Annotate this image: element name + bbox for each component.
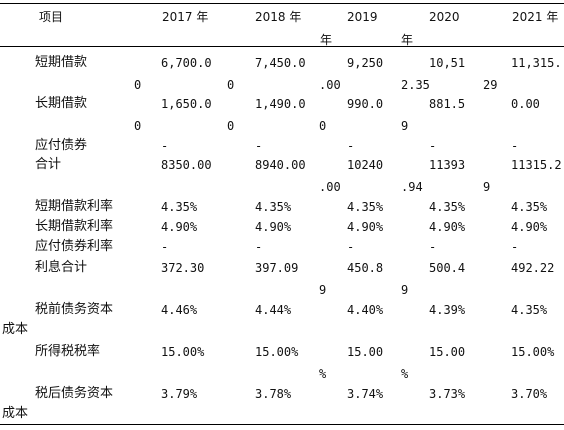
row-label-tax-rate: 所得税税率 xyxy=(35,344,101,359)
cell-long-rate-2019: 4.90% xyxy=(347,220,384,234)
row-label-pretax-cost-wrap: 成本 xyxy=(2,322,29,337)
cell-bonds-2017: - xyxy=(161,139,169,153)
cell-total-2019-wrap: .00 xyxy=(319,180,341,194)
header-2017: 2017 年 xyxy=(162,10,209,24)
cell-tax-rate-2019-wrap: % xyxy=(319,367,327,381)
cell-tax-rate-2018: 15.00% xyxy=(255,345,299,359)
cell-pretax-cost-2017: 4.46% xyxy=(161,303,198,317)
cell-total-2018: 8940.00 xyxy=(255,158,306,172)
cell-short-loan-2017: 6,700.0 xyxy=(161,56,212,70)
cell-tax-rate-2019: 15.00 xyxy=(347,345,384,359)
cell-total-2020-wrap: .94 xyxy=(401,180,423,194)
cell-short-rate-2021: 4.35% xyxy=(511,200,548,214)
cell-long-rate-2020: 4.90% xyxy=(429,220,466,234)
cell-tax-rate-2021: 15.00% xyxy=(511,345,555,359)
row-label-short-rate: 短期借款利率 xyxy=(35,199,114,214)
header-2019: 2019 xyxy=(347,10,378,24)
cell-long-loan-2019: 990.0 xyxy=(347,97,384,111)
cell-total-2019: 10240 xyxy=(347,158,384,172)
cell-short-rate-2018: 4.35% xyxy=(255,200,292,214)
cell-long-loan-2021: 0.00 xyxy=(511,97,540,111)
cell-interest-total-2020-wrap: 9 xyxy=(401,283,409,297)
cell-long-loan-2019-wrap: 0 xyxy=(319,119,327,133)
cell-short-loan-2021-wrap: 29 xyxy=(483,78,498,92)
header-2020-suffix: 年 xyxy=(401,33,414,47)
cell-short-loan-2018-wrap: 0 xyxy=(227,78,235,92)
header-2021: 2021 年 xyxy=(512,10,559,24)
cell-pretax-cost-2018: 4.44% xyxy=(255,303,292,317)
row-label-pretax-cost: 税前债务资本 xyxy=(35,302,114,317)
cell-bond-rate-2019: - xyxy=(347,240,355,254)
cell-aftertax-cost-2020: 3.73% xyxy=(429,387,466,401)
cell-total-2020: 11393 xyxy=(429,158,466,172)
header-item: 项目 xyxy=(39,10,64,24)
cell-tax-rate-2020: 15.00 xyxy=(429,345,466,359)
cell-long-loan-2020: 881.5 xyxy=(429,97,466,111)
row-label-bonds: 应付债券 xyxy=(35,138,88,153)
cell-long-loan-2020-wrap: 9 xyxy=(401,119,409,133)
cell-interest-total-2019: 450.8 xyxy=(347,261,384,275)
cell-long-rate-2017: 4.90% xyxy=(161,220,198,234)
row-label-bond-rate: 应付债券利率 xyxy=(35,239,114,254)
cell-bond-rate-2018: - xyxy=(255,240,263,254)
cell-long-loan-2018: 1,490.0 xyxy=(255,97,306,111)
header-2018: 2018 年 xyxy=(255,10,302,24)
cell-total-2021-wrap: 9 xyxy=(483,180,491,194)
cell-bonds-2018: - xyxy=(255,139,263,153)
row-label-long-loan: 长期借款 xyxy=(35,96,88,111)
cell-bonds-2021: - xyxy=(511,139,519,153)
cell-aftertax-cost-2021: 3.70% xyxy=(511,387,548,401)
cell-interest-total-2018: 397.09 xyxy=(255,261,299,275)
cell-short-rate-2020: 4.35% xyxy=(429,200,466,214)
cell-bonds-2020: - xyxy=(429,139,437,153)
cell-aftertax-cost-2017: 3.79% xyxy=(161,387,198,401)
cell-pretax-cost-2019: 4.40% xyxy=(347,303,384,317)
cell-bonds-2019: - xyxy=(347,139,355,153)
cell-long-loan-2018-wrap: 0 xyxy=(227,119,235,133)
row-label-aftertax-cost: 税后债务资本 xyxy=(35,386,114,401)
cell-bond-rate-2021: - xyxy=(511,240,519,254)
header-2020: 2020 xyxy=(429,10,460,24)
cell-short-loan-2021: 11,315. xyxy=(511,56,562,70)
cell-interest-total-2021: 492.22 xyxy=(511,261,555,275)
cell-long-rate-2018: 4.90% xyxy=(255,220,292,234)
cell-short-rate-2019: 4.35% xyxy=(347,200,384,214)
cell-interest-total-2020: 500.4 xyxy=(429,261,466,275)
cell-long-loan-2017-wrap: 0 xyxy=(134,119,142,133)
table-bottom-rule xyxy=(0,424,564,425)
row-label-short-loan: 短期借款 xyxy=(35,55,88,70)
cell-tax-rate-2017: 15.00% xyxy=(161,345,205,359)
cell-short-loan-2020-wrap: 2.35 xyxy=(401,78,430,92)
cell-long-rate-2021: 4.90% xyxy=(511,220,548,234)
cell-long-loan-2017: 1,650.0 xyxy=(161,97,212,111)
cell-pretax-cost-2020: 4.39% xyxy=(429,303,466,317)
cell-short-loan-2019-wrap: .00 xyxy=(319,78,341,92)
header-2019-suffix: 年 xyxy=(320,33,333,47)
cell-aftertax-cost-2018: 3.78% xyxy=(255,387,292,401)
cell-total-2021: 11315.2 xyxy=(511,158,562,172)
cell-short-loan-2019: 9,250 xyxy=(347,56,384,70)
cell-short-loan-2018: 7,450.0 xyxy=(255,56,306,70)
cell-short-loan-2020: 10,51 xyxy=(429,56,466,70)
table-header-rule xyxy=(0,46,564,47)
row-label-aftertax-cost-wrap: 成本 xyxy=(2,406,29,421)
cell-pretax-cost-2021: 4.35% xyxy=(511,303,548,317)
row-label-interest-total: 利息合计 xyxy=(35,260,88,275)
cell-total-2017: 8350.00 xyxy=(161,158,212,172)
cell-aftertax-cost-2019: 3.74% xyxy=(347,387,384,401)
cell-bond-rate-2017: - xyxy=(161,240,169,254)
cell-tax-rate-2020-wrap: % xyxy=(401,367,409,381)
cell-short-loan-2017-wrap: 0 xyxy=(134,78,142,92)
row-label-total: 合计 xyxy=(35,157,62,172)
row-label-long-rate: 长期借款利率 xyxy=(35,219,114,234)
cell-bond-rate-2020: - xyxy=(429,240,437,254)
table-top-rule xyxy=(0,3,564,4)
cell-short-rate-2017: 4.35% xyxy=(161,200,198,214)
cell-interest-total-2017: 372.30 xyxy=(161,261,205,275)
cell-interest-total-2019-wrap: 9 xyxy=(319,283,327,297)
